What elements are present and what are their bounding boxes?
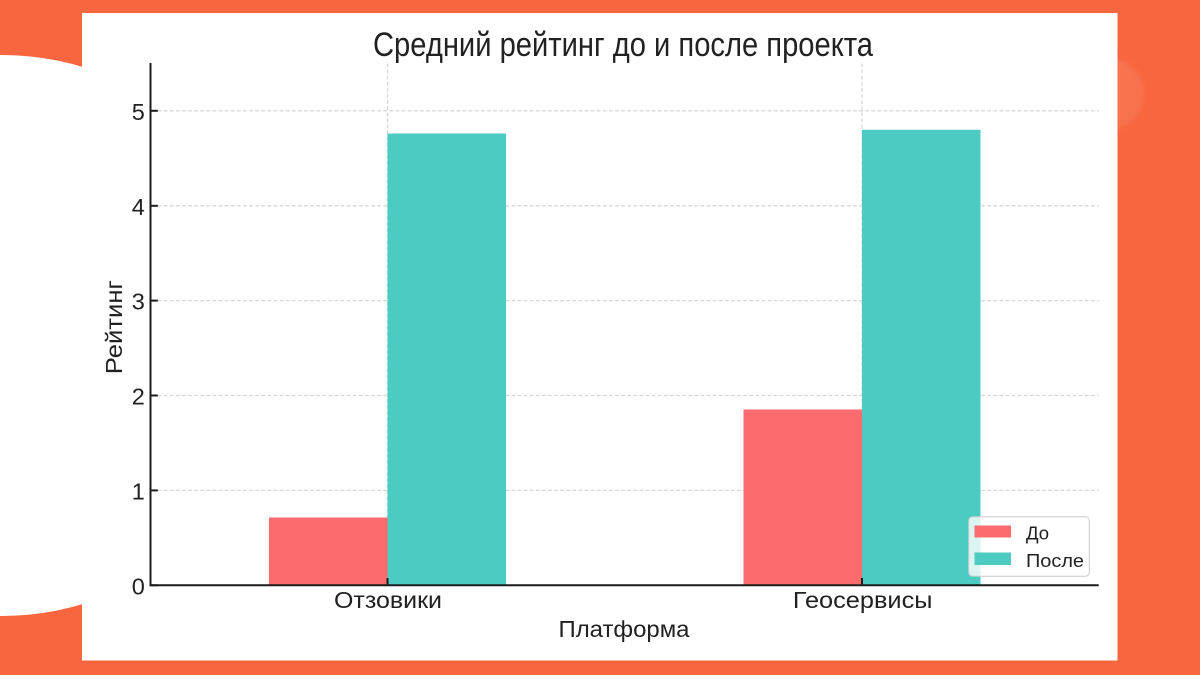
svg-text:0: 0 — [132, 573, 145, 599]
svg-text:Платформа: Платформа — [559, 616, 691, 642]
svg-text:Рейтинг: Рейтинг — [101, 280, 127, 374]
svg-text:4: 4 — [132, 194, 145, 220]
svg-text:Отзовики: Отзовики — [334, 587, 442, 613]
svg-text:До: До — [1026, 522, 1049, 543]
svg-text:5: 5 — [132, 99, 145, 125]
svg-text:2: 2 — [132, 384, 145, 410]
svg-text:Геосервисы: Геосервисы — [793, 587, 933, 613]
svg-text:3: 3 — [132, 289, 145, 315]
svg-text:Средний рейтинг до и после про: Средний рейтинг до и после проекта — [373, 26, 873, 64]
svg-text:После: После — [1026, 550, 1084, 571]
svg-text:1: 1 — [132, 478, 145, 504]
